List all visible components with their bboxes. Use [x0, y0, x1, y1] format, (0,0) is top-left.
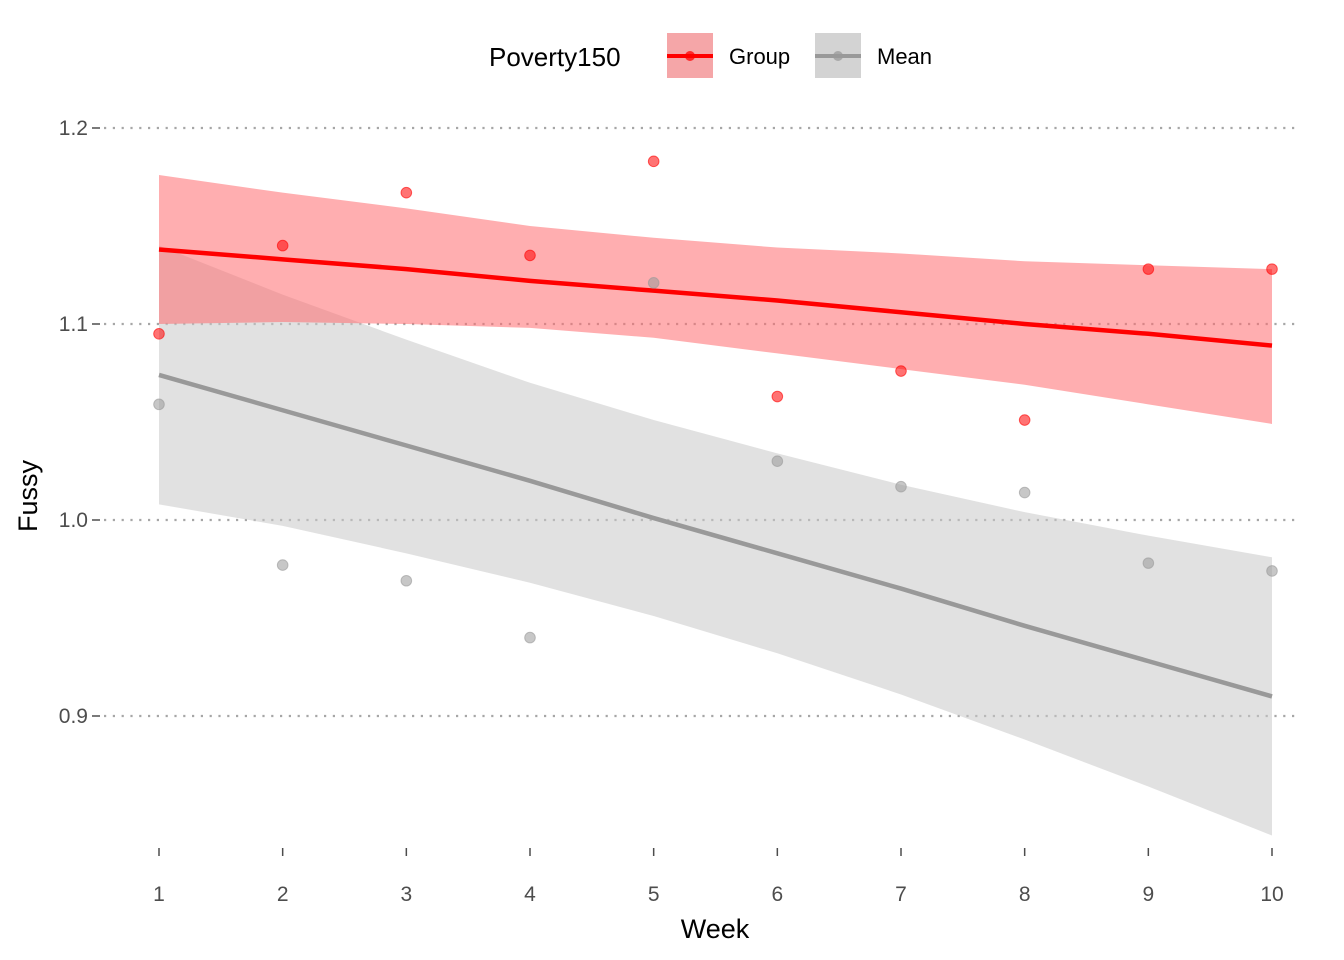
fit-line-group — [158, 247, 1273, 348]
x-tick-label: 4 — [524, 883, 536, 906]
fit-lines — [158, 247, 1273, 699]
data-point-mean — [647, 277, 660, 289]
confidence-band-group — [159, 175, 1272, 424]
data-point-group — [1142, 263, 1155, 275]
data-point-group — [276, 239, 289, 252]
data-point-group — [895, 365, 907, 377]
data-point-mean — [1018, 486, 1031, 499]
data-point-group — [771, 390, 784, 403]
confidence-band-mean — [159, 245, 1272, 836]
y-tick-label: 0.9 — [59, 705, 88, 728]
data-point-group — [1018, 414, 1031, 426]
data-point-mean — [400, 574, 413, 587]
legend-key-mean-point — [833, 51, 843, 61]
x-tick-label: 1 — [153, 883, 165, 906]
data-point-group — [647, 155, 660, 168]
x-axis-title: Week — [681, 914, 750, 944]
data-point-group — [1266, 263, 1278, 275]
x-tick-label: 9 — [1142, 883, 1154, 906]
data-point-mean — [524, 631, 536, 644]
legend: Poverty150 Group Mean — [489, 33, 932, 78]
data-point-group — [524, 249, 536, 262]
legend-label-mean: Mean — [877, 44, 932, 69]
data-points — [153, 155, 1278, 644]
x-axis-ticks: 1 2 3 4 5 6 7 8 9 10 — [153, 848, 1284, 906]
confidence-bands — [159, 175, 1272, 836]
data-point-mean — [276, 559, 289, 571]
x-tick-label: 10 — [1260, 883, 1283, 906]
data-point-mean — [1266, 565, 1278, 577]
legend-label-group: Group — [729, 44, 790, 69]
y-tick-label: 1.1 — [59, 313, 88, 336]
x-tick-label: 7 — [895, 883, 907, 906]
data-point-group — [400, 186, 413, 199]
x-tick-label: 5 — [648, 883, 660, 906]
legend-key-group-point — [685, 51, 695, 61]
legend-title: Poverty150 — [489, 42, 621, 72]
x-tick-label: 3 — [400, 883, 412, 906]
y-tick-label: 1.2 — [59, 117, 88, 140]
data-point-mean — [895, 480, 907, 493]
data-point-mean — [771, 455, 784, 468]
data-point-mean — [1142, 557, 1155, 569]
data-point-group — [153, 328, 165, 340]
x-tick-label: 6 — [771, 883, 783, 906]
legend-key-group: Group — [667, 33, 790, 78]
y-tick-label: 1.0 — [59, 509, 88, 532]
x-tick-label: 2 — [277, 883, 289, 906]
data-point-mean — [153, 398, 165, 411]
legend-key-mean: Mean — [815, 33, 932, 78]
y-axis-ticks: 0.9 1.0 1.1 1.2 — [59, 117, 100, 728]
x-tick-label: 8 — [1019, 883, 1031, 906]
y-axis-title: Fussy — [13, 459, 43, 532]
fit-line-mean — [158, 372, 1273, 699]
